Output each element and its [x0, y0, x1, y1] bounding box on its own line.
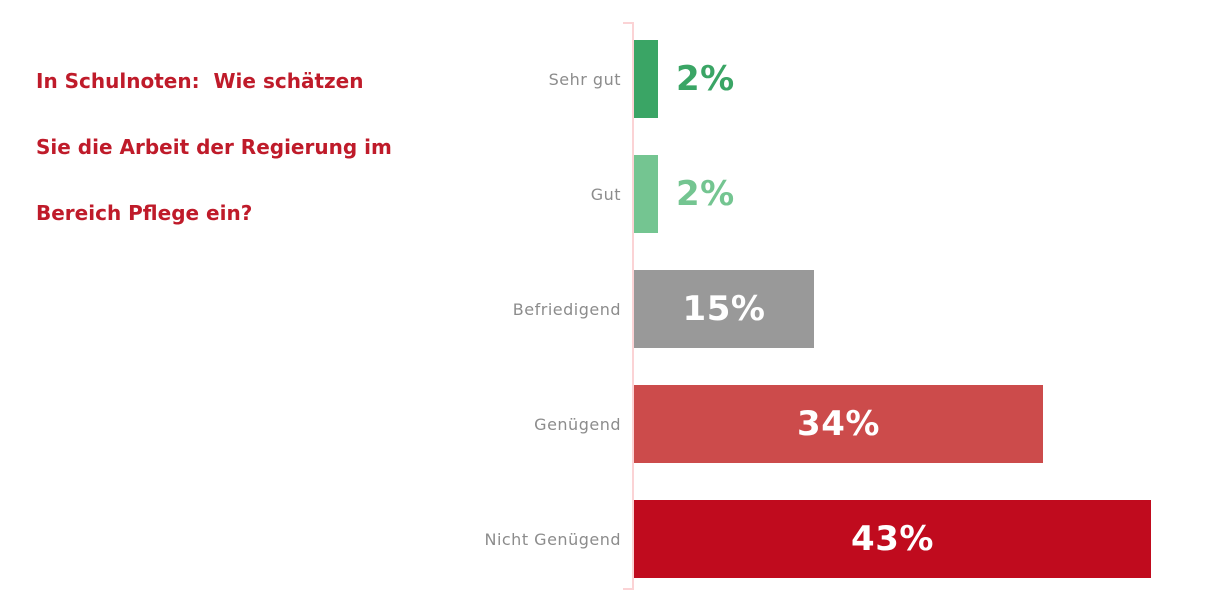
category-label: Befriedigend: [512, 299, 621, 319]
y-axis-line: [632, 22, 634, 590]
bar[interactable]: 34%: [634, 385, 1043, 463]
bar[interactable]: [634, 155, 658, 233]
value-label-outside-wrap: 2%: [676, 155, 735, 233]
value-label: 15%: [682, 289, 766, 329]
bar[interactable]: [634, 40, 658, 118]
bar[interactable]: 43%: [634, 500, 1151, 578]
category-label: Gut: [590, 184, 621, 204]
category-label: Nicht Genügend: [484, 529, 621, 549]
value-label: 2%: [676, 59, 735, 99]
axis-tick-top: [623, 22, 632, 24]
axis-tick-bottom: [623, 588, 632, 590]
chart-title-line: Bereich Pflege ein?: [36, 201, 253, 225]
category-label: Genügend: [534, 414, 621, 434]
category-label: Sehr gut: [548, 69, 621, 89]
chart-title: In Schulnoten: Wie schätzen Sie die Arbe…: [36, 26, 392, 268]
value-label: 2%: [676, 174, 735, 214]
value-label-outside-wrap: 2%: [676, 40, 735, 118]
bar[interactable]: 15%: [634, 270, 814, 348]
value-label: 43%: [851, 519, 934, 559]
chart-title-line: Sie die Arbeit der Regierung im: [36, 135, 392, 159]
chart-title-line: In Schulnoten: Wie schätzen: [36, 69, 364, 93]
value-label: 34%: [797, 404, 880, 444]
